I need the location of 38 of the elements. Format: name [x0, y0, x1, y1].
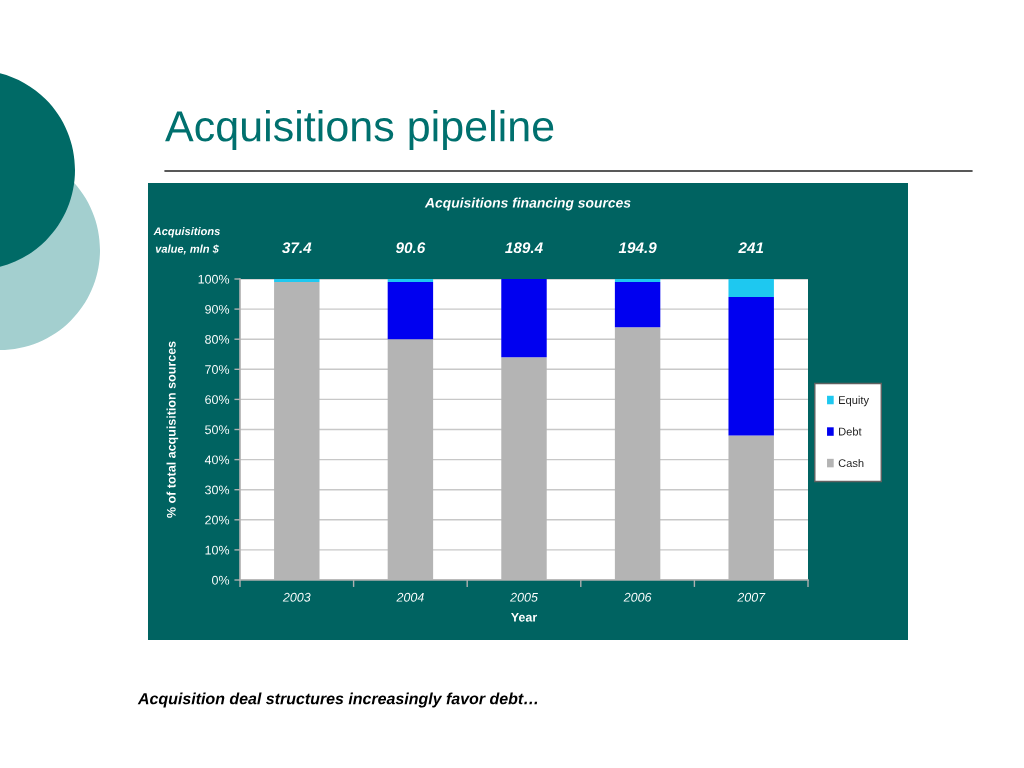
x-tick-label: 2006 [623, 592, 652, 602]
y-tick-label: 0% [212, 575, 230, 585]
text: 90.6 [395, 242, 426, 254]
bar [501, 279, 547, 358]
chart-subtitle: Acquisitions financing sources [424, 197, 631, 211]
bar [274, 279, 320, 283]
y-tick-label: 40% [204, 455, 230, 465]
y-tick-label: 80% [205, 335, 230, 344]
text: 189.4 [505, 242, 543, 254]
y-tick-label: 100% [198, 274, 230, 284]
y-tick-label: 60% [205, 395, 230, 405]
text: 194.9 [618, 242, 657, 254]
x-tick-label: 2003 [282, 592, 311, 602]
legend-label: Debt [839, 427, 862, 436]
bar [614, 282, 661, 328]
bar [614, 279, 661, 283]
y-tick-label: 10% [205, 545, 230, 555]
text: Acquisition deal structures increasingly favor debt… [137, 692, 538, 708]
x-axis-title: Year [511, 612, 538, 622]
text: 37.4 [282, 242, 312, 254]
y-tick-label: 20% [205, 515, 230, 525]
bar [387, 282, 434, 340]
legend-label: Cash [838, 458, 864, 468]
text: Acquisitions value, mln $ [153, 227, 220, 255]
bar [728, 297, 774, 436]
y-tick-label: 50% [205, 425, 230, 435]
x-tick-label: 2005 [510, 592, 538, 602]
x-tick-label: 2004 [396, 592, 424, 602]
y-tick-label: 70% [205, 365, 230, 374]
y-axis-title: % of total acquisition sources [166, 341, 179, 518]
bar [387, 279, 434, 283]
chart-title: Acquisitions pipeline [165, 109, 554, 151]
y-tick-label: 30% [205, 485, 230, 495]
text: 241 [738, 242, 764, 253]
y-tick-label: 90% [205, 304, 230, 314]
bar [728, 279, 774, 298]
legend-label: Equity [839, 395, 870, 407]
x-tick-label: 2007 [737, 592, 766, 602]
